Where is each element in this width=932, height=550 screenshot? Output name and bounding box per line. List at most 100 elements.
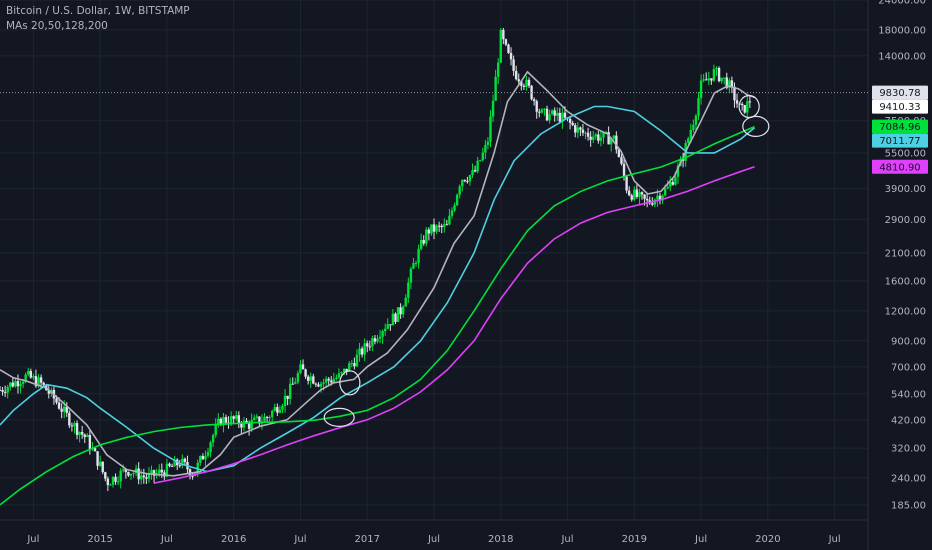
y-tick-label: 1600.00 xyxy=(885,277,926,288)
candle-body xyxy=(512,59,515,71)
candle-body xyxy=(592,136,595,140)
candle-body xyxy=(412,262,415,269)
candle-body xyxy=(710,78,713,81)
candle-body xyxy=(142,475,146,478)
candle-body xyxy=(728,80,731,88)
candle-body xyxy=(697,97,700,116)
candle-body xyxy=(55,398,58,403)
candle-body xyxy=(484,144,487,153)
candle-body xyxy=(473,170,477,172)
candle-body xyxy=(681,159,685,161)
candle-body xyxy=(342,368,346,373)
candle-body xyxy=(276,407,279,413)
candle-body xyxy=(599,137,603,141)
candle-body xyxy=(16,381,20,387)
price-tag-label: 7011.77 xyxy=(879,136,920,147)
candle-body xyxy=(366,343,369,347)
candle-body xyxy=(735,100,739,104)
candle-body xyxy=(299,364,302,374)
candle-body xyxy=(373,338,377,342)
price-tag-label: 4810.90 xyxy=(879,162,920,173)
candle-body xyxy=(640,192,644,195)
candle-body xyxy=(391,313,395,326)
candle-body xyxy=(11,382,15,387)
candle-body xyxy=(414,262,418,264)
x-tick-label: 2015 xyxy=(87,534,112,545)
candle-body xyxy=(443,224,446,228)
candle-body xyxy=(222,417,225,426)
candle-body xyxy=(743,105,746,113)
candle-body xyxy=(101,461,104,473)
candle-body xyxy=(635,189,639,197)
candle-body xyxy=(358,348,361,355)
candle-body xyxy=(178,465,181,467)
candle-body xyxy=(201,456,205,460)
candle-body xyxy=(237,415,241,424)
candle-body xyxy=(509,52,513,60)
candle-body xyxy=(435,225,438,232)
candle-body xyxy=(332,378,336,383)
candle-body xyxy=(247,423,251,429)
candle-body xyxy=(705,79,708,81)
candle-body xyxy=(199,456,202,463)
candle-body xyxy=(671,182,675,185)
candle-body xyxy=(437,225,441,227)
candle-body xyxy=(24,374,27,382)
candle-body xyxy=(381,331,384,337)
candle-body xyxy=(658,195,662,201)
candle-body xyxy=(355,354,359,367)
candle-body xyxy=(127,472,130,476)
candle-body xyxy=(322,382,325,384)
candle-body xyxy=(568,118,572,123)
candle-body xyxy=(371,338,374,347)
candle-body xyxy=(204,455,207,460)
candle-body xyxy=(417,248,420,263)
candle-body xyxy=(209,442,212,452)
x-tick-label: 2020 xyxy=(755,534,780,545)
candle-body xyxy=(330,380,333,383)
candle-body xyxy=(278,409,282,413)
candle-body xyxy=(504,39,508,45)
candle-body xyxy=(450,210,454,216)
candle-body xyxy=(617,149,621,158)
candle-body xyxy=(720,77,723,82)
candle-body xyxy=(725,77,728,88)
candle-body xyxy=(88,434,92,450)
candle-body xyxy=(574,125,577,133)
candle-body xyxy=(563,112,567,118)
y-tick-label: 14000.00 xyxy=(878,51,926,62)
candle-body xyxy=(694,115,698,125)
candle-body xyxy=(132,473,135,475)
candle-body xyxy=(258,416,261,424)
candle-body xyxy=(119,470,122,482)
annotation-ellipse xyxy=(323,407,355,428)
candle-body xyxy=(21,381,25,385)
candle-body xyxy=(281,405,284,410)
candle-body xyxy=(422,240,425,244)
candle-body xyxy=(427,229,431,234)
candle-body xyxy=(545,108,549,121)
candle-body xyxy=(191,475,194,477)
candle-body xyxy=(340,372,343,374)
candle-body xyxy=(363,343,366,355)
candle-body xyxy=(550,110,554,115)
candle-body xyxy=(309,376,312,381)
y-tick-label: 320.00 xyxy=(891,444,926,455)
candle-body xyxy=(294,382,297,384)
candle-body xyxy=(235,415,238,419)
candle-body xyxy=(571,122,574,126)
candle-body xyxy=(576,127,580,133)
candle-body xyxy=(584,132,587,134)
candle-body xyxy=(676,165,680,177)
candle-body xyxy=(674,176,677,185)
series-line-ma-200 xyxy=(153,166,755,484)
annotation-ellipse xyxy=(339,370,361,396)
candle-body xyxy=(687,138,690,143)
candle-body xyxy=(122,469,125,471)
candle-body xyxy=(353,363,356,367)
candle-body xyxy=(335,377,338,379)
candle-body xyxy=(558,112,562,122)
candle-body xyxy=(419,240,423,249)
candle-body xyxy=(579,127,582,130)
